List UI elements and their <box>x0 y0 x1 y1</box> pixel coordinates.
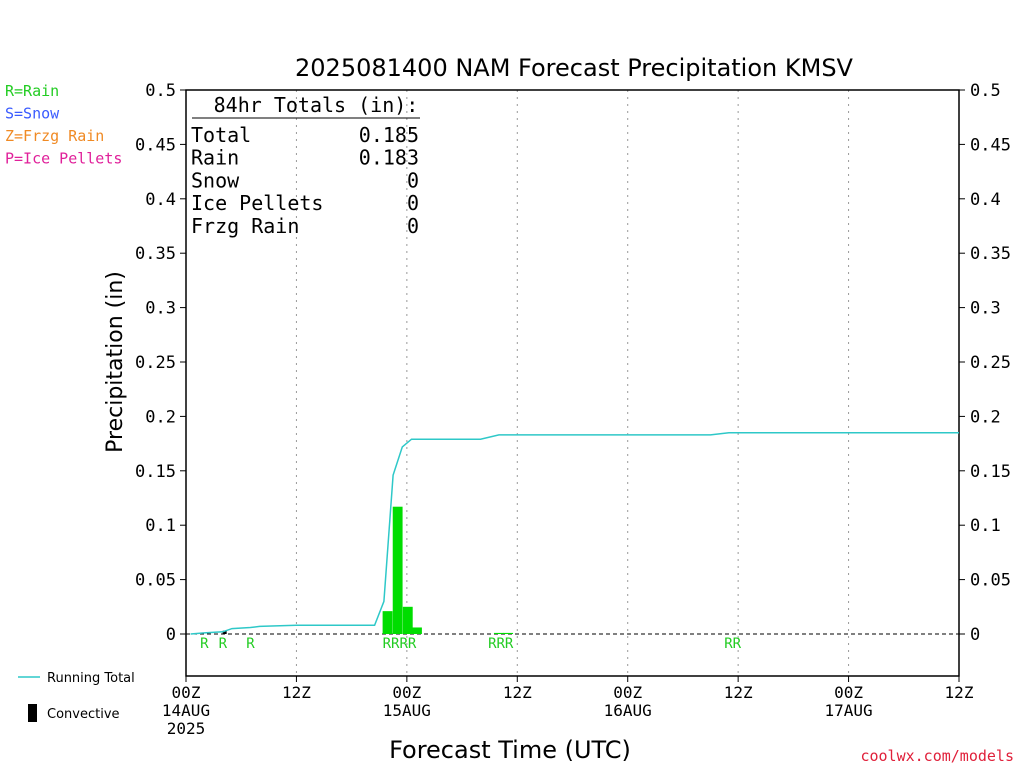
y-tick-label-right-7: 0.35 <box>970 244 1011 264</box>
precip-bar-4 <box>493 632 504 634</box>
y-tick-label-left-0: 0 <box>166 625 176 645</box>
x-tick-label-6-0: 00Z <box>834 683 863 702</box>
totals-box: 84hr Totals (in): Total 0.185 Rain 0.183 Sno… <box>191 93 420 238</box>
legend-convective-swatch <box>28 704 37 722</box>
y-tick-label-right-2: 0.1 <box>970 516 1001 536</box>
precip-bar-1 <box>392 506 403 634</box>
chart-title: 2025081400 NAM Forecast Precipitation KM… <box>295 54 854 82</box>
y-tick-label-right-9: 0.45 <box>970 135 1011 155</box>
ptype-marker-2: R <box>246 636 255 652</box>
y-tick-label-right-3: 0.15 <box>970 462 1011 482</box>
precip-bar-0 <box>382 611 393 634</box>
x-tick-label-1-0: 12Z <box>282 683 311 702</box>
x-tick-label-2-0: 00Z <box>392 683 421 702</box>
y-tick-label-left-8: 0.4 <box>145 190 176 210</box>
convective-bar-0 <box>222 630 227 634</box>
y-tick-label-left-5: 0.25 <box>135 353 176 373</box>
y-tick-label-right-8: 0.4 <box>970 190 1001 210</box>
x-tick-label-7-0: 12Z <box>945 683 974 702</box>
bottom-legend: Running Total Convective <box>18 671 135 722</box>
totals-heading: 84hr Totals (in): <box>214 93 419 117</box>
ptype-marker-0: R <box>200 636 209 652</box>
y-tick-label-left-7: 0.35 <box>135 244 176 264</box>
totals-value-3: 0 <box>407 191 419 215</box>
x-tick-label-6-1: 17AUG <box>824 701 872 720</box>
precip-bars <box>382 506 514 634</box>
totals-label-0: Total <box>191 123 251 147</box>
totals-value-2: 0 <box>407 168 419 192</box>
convective-bars <box>222 630 227 634</box>
gridlines <box>295 90 850 676</box>
precip-bar-5 <box>503 632 514 634</box>
precip-bar-3 <box>412 627 422 634</box>
x-tick-label-5-0: 12Z <box>724 683 753 702</box>
totals-label-3: Ice Pellets <box>191 191 323 215</box>
y-tick-label-left-4: 0.2 <box>145 407 176 427</box>
legend-label-0: Running Total <box>47 671 135 686</box>
x-tick-label-0-0: 00Z <box>172 683 201 702</box>
totals-label-4: Frzg Rain <box>191 214 299 238</box>
y-tick-label-left-6: 0.3 <box>145 299 176 319</box>
y-axis-right: 0 0.05 0.1 0.15 0.2 0.25 0.3 0.35 0.4 0.45 0.5 <box>959 81 1011 645</box>
y-tick-label-right-10: 0.5 <box>970 81 1001 101</box>
legend-label-1: Convective <box>47 707 120 722</box>
ptype-marker-4: RRR <box>488 636 514 652</box>
y-tick-label-right-6: 0.3 <box>970 299 1001 319</box>
totals-rows: Total 0.185 Rain 0.183 Snow 0 Ice Pellets 0 Frzg… <box>191 123 419 238</box>
credit-text: coolwx.com/models <box>860 747 1014 765</box>
x-tick-label-4-1: 16AUG <box>604 701 652 720</box>
ptype-legend-item-1: S=Snow <box>5 105 60 123</box>
x-tick-label-0-1: 14AUG <box>162 701 210 720</box>
ptype-legend-item-0: R=Rain <box>5 82 59 100</box>
y-tick-label-left-3: 0.15 <box>135 462 176 482</box>
y-tick-label-right-1: 0.05 <box>970 571 1011 591</box>
y-axis-label: Precipitation (in) <box>103 271 128 453</box>
y-tick-label-left-10: 0.5 <box>145 81 176 101</box>
ptype-legend: R=Rain S=Snow Z=Frzg Rain P=Ice Pellets <box>5 82 122 168</box>
x-tick-label-0-2: 2025 <box>167 719 206 738</box>
ptype-marker-5: RR <box>724 636 741 652</box>
x-axis-label: Forecast Time (UTC) <box>389 736 631 764</box>
x-tick-label-4-0: 00Z <box>613 683 642 702</box>
y-tick-label-right-5: 0.25 <box>970 353 1011 373</box>
y-axis-left: 0 0.05 0.1 0.15 0.2 0.25 0.3 0.35 0.4 0.45 0.5 <box>135 81 186 645</box>
ptype-marker-3: RRRR <box>383 636 417 652</box>
totals-value-0: 0.185 <box>359 123 419 147</box>
plot-frame <box>185 89 960 677</box>
running-total-line <box>190 431 959 635</box>
ptype-markers: R R R RRRR RRR RR <box>200 636 741 652</box>
y-tick-label-right-0: 0 <box>970 625 980 645</box>
y-tick-label-right-4: 0.2 <box>970 407 1001 427</box>
ptype-legend-item-3: P=Ice Pellets <box>5 150 122 168</box>
x-tick-label-3-0: 12Z <box>503 683 532 702</box>
precip-bar-2 <box>402 606 413 634</box>
totals-value-1: 0.183 <box>359 146 419 170</box>
totals-label-2: Snow <box>191 168 240 192</box>
ptype-marker-1: R <box>219 636 228 652</box>
y-tick-label-left-2: 0.1 <box>145 516 176 536</box>
y-tick-label-left-9: 0.45 <box>135 135 176 155</box>
ptype-legend-item-2: Z=Frzg Rain <box>5 127 104 145</box>
y-tick-label-left-1: 0.05 <box>135 571 176 591</box>
x-tick-label-2-1: 15AUG <box>383 701 431 720</box>
totals-label-1: Rain <box>191 146 239 170</box>
totals-value-4: 0 <box>407 214 419 238</box>
